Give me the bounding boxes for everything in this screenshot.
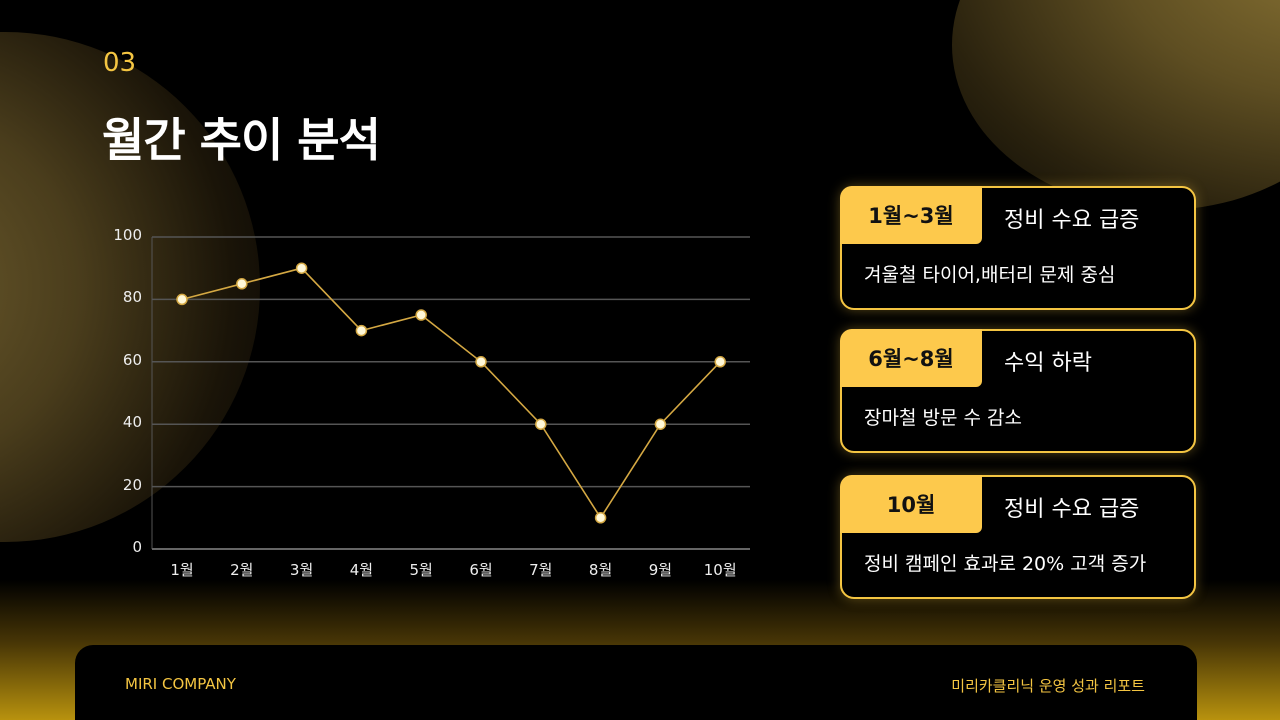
- card-period-tag: 10월: [840, 475, 982, 533]
- y-tick-label: 100: [113, 226, 142, 244]
- x-tick-label: 4월: [349, 561, 374, 579]
- x-tick-label: 10월: [703, 561, 737, 579]
- data-point-marker: [355, 324, 368, 337]
- y-tick-label: 0: [132, 538, 142, 556]
- insight-card-2: 6월~8월 수익 하락 장마철 방문 수 감소: [840, 329, 1196, 453]
- data-point-marker: [654, 418, 667, 430]
- card-description: 장마철 방문 수 감소: [864, 407, 1022, 429]
- x-tick-label: 5월: [409, 561, 433, 579]
- x-tick-label: 8월: [588, 561, 613, 579]
- card-description: 정비 캠페인 효과로 20% 고객 증가: [864, 553, 1147, 575]
- card-heading: 정비 수요 급증: [1004, 497, 1140, 522]
- data-point-marker: [176, 293, 188, 306]
- y-tick-label: 20: [122, 475, 142, 494]
- insight-card-3: 10월 정비 수요 급증 정비 캠페인 효과로 20% 고객 증가: [840, 475, 1196, 599]
- insight-card-1: 1월~3월 정비 수요 급증 겨울철 타이어,배터리 문제 중심: [840, 186, 1196, 310]
- card-period-tag: 1월~3월: [840, 186, 982, 244]
- x-tick-label: 6월: [469, 561, 493, 579]
- x-tick-label: 7월: [529, 561, 553, 579]
- y-tick-label: 80: [122, 288, 142, 307]
- report-title: 미리카클리닉 운영 성과 리포트: [951, 677, 1145, 695]
- data-point-marker: [535, 418, 547, 430]
- data-point-marker: [415, 309, 427, 321]
- footer-bar: MIRI COMPANY 미리카클리닉 운영 성과 리포트: [75, 645, 1197, 720]
- section-number: 03: [103, 48, 137, 78]
- data-line: [181, 267, 721, 520]
- data-point-marker: [236, 278, 248, 290]
- y-tick-label: 40: [122, 413, 142, 432]
- data-point-marker: [714, 356, 726, 368]
- card-description: 겨울철 타이어,배터리 문제 중심: [864, 264, 1116, 286]
- x-tick-label: 3월: [289, 561, 314, 579]
- chart-plot: [151, 236, 750, 550]
- card-period-tag: 6월~8월: [840, 329, 982, 387]
- card-heading: 수익 하락: [1004, 351, 1092, 376]
- x-tick-label: 2월: [230, 561, 254, 579]
- y-tick-label: 60: [122, 350, 142, 369]
- data-point-marker: [295, 262, 308, 274]
- x-tick-label: 1월: [170, 561, 194, 579]
- data-point-marker: [594, 512, 607, 524]
- card-heading: 정비 수요 급증: [1004, 208, 1140, 233]
- x-tick-label: 9월: [648, 561, 673, 579]
- page-title: 월간 추이 분석: [102, 113, 381, 167]
- data-point-marker: [475, 356, 487, 368]
- decorative-circle-right: [952, 0, 1280, 210]
- company-name: MIRI COMPANY: [125, 675, 236, 693]
- line-chart: 0 20 40 60 80 100 1월 2월 3월 4월 5월 6월 7월 8월 9월 10월: [113, 226, 750, 579]
